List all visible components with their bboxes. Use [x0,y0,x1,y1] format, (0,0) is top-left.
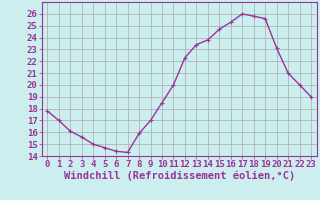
X-axis label: Windchill (Refroidissement éolien,°C): Windchill (Refroidissement éolien,°C) [64,171,295,181]
